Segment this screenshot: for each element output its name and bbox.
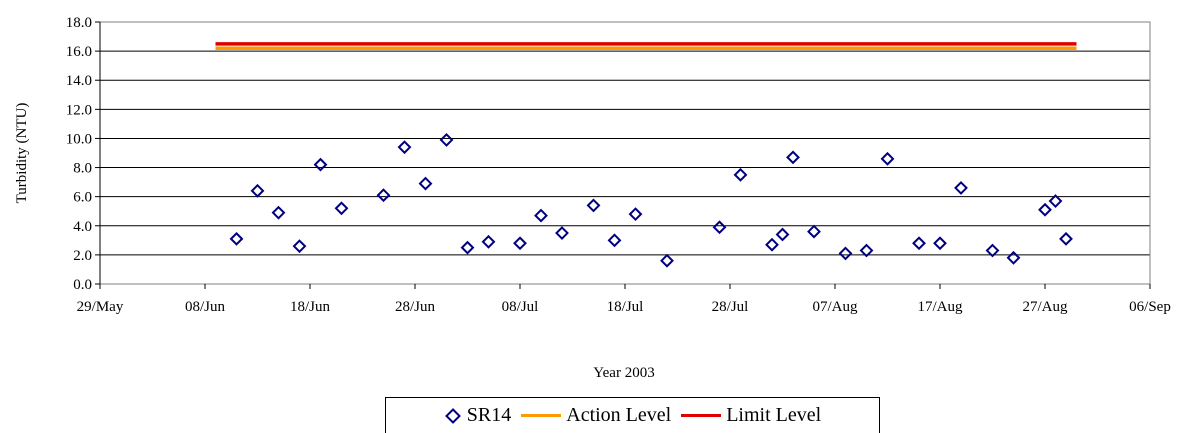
data-point-diamond [534, 208, 548, 223]
y-tick-label: 4.0 [73, 219, 92, 235]
data-point-diamond [292, 239, 307, 254]
x-tick-label: 18/Jun [290, 299, 331, 315]
data-point-diamond [954, 181, 968, 195]
turbidity-chart: 29/May 08/Jun 18/Jun 28/Jun 08/Jul 18/Jul 28/J… [14, 15, 1171, 381]
diamond-marker-icon [444, 407, 462, 425]
y-tick-label: 10.0 [66, 131, 92, 147]
data-point-diamond [250, 183, 265, 198]
legend-line-action [521, 414, 562, 417]
chart-legend: SR14 Action Level Limit Level [385, 397, 880, 433]
data-point-diamond [775, 227, 790, 242]
legend-line-limit [681, 414, 722, 417]
x-tick-label: 28/Jun [395, 299, 436, 315]
data-point-diamond [859, 243, 874, 258]
data-point-diamond [397, 140, 412, 155]
y-tick-label: 8.0 [73, 161, 92, 177]
data-point-diamond [513, 236, 527, 251]
data-point-diamond [838, 246, 853, 261]
data-point-diamond [1059, 231, 1073, 246]
data-point-diamond [607, 233, 622, 248]
y-tick-label: 2.0 [73, 248, 92, 264]
x-tick-label: 17/Aug [918, 299, 964, 315]
data-point-diamond [460, 240, 475, 255]
y-tick-label: 16.0 [66, 44, 92, 60]
legend-label-limit-level: Limit Level [726, 404, 822, 426]
x-tick-label: 27/Aug [1023, 299, 1069, 315]
chart-marks [215, 42, 1077, 268]
data-point-diamond [786, 150, 800, 165]
x-tick-label: 08/Jun [185, 299, 226, 315]
legend-label-sr14: SR14 [466, 404, 512, 426]
legend-label-action-level: Action Level [566, 404, 672, 426]
x-axis-title: Year 2003 [593, 365, 654, 381]
x-tick-label: 28/Jul [712, 299, 749, 315]
legend-item-limit-level: Limit Level [681, 404, 821, 427]
data-point-diamond [933, 236, 947, 251]
x-tick-label: 07/Aug [813, 299, 859, 315]
x-tick-label: 29/May [77, 299, 124, 315]
data-point-diamond [229, 231, 244, 246]
y-tick-label: 0.0 [73, 277, 92, 293]
data-point-diamond [660, 253, 674, 268]
data-point-diamond [418, 176, 433, 191]
data-point-diamond [334, 201, 349, 216]
x-tick-label: 08/Jul [502, 299, 539, 315]
data-point-diamond [628, 207, 643, 222]
legend-item-action-level: Action Level [521, 404, 671, 427]
x-tick-label: 18/Jul [607, 299, 644, 315]
x-tick-label: 06/Sep [1129, 299, 1171, 315]
data-point-diamond [313, 157, 328, 172]
data-point-diamond [912, 236, 926, 251]
data-point-diamond [586, 198, 601, 213]
data-point-diamond [712, 220, 727, 235]
y-tick-label: 14.0 [66, 73, 92, 89]
y-tick-label: 18.0 [66, 15, 92, 31]
data-point-diamond [481, 234, 496, 249]
data-point-diamond [733, 167, 748, 182]
legend-item-sr14: SR14 [444, 404, 511, 427]
data-point-diamond [1006, 250, 1021, 265]
y-tick-label: 6.0 [73, 190, 92, 206]
data-point-diamond [880, 151, 895, 166]
data-point-diamond [439, 132, 454, 147]
y-axis-title: Turbidity (NTU) [14, 103, 30, 204]
data-point-diamond [807, 224, 821, 239]
y-axis: 0.0 2.0 4.0 6.0 8.0 10.0 12.0 14.0 16.0 18.0 [66, 15, 101, 293]
data-point-diamond [1048, 194, 1063, 208]
data-point-diamond [271, 205, 286, 220]
x-axis: 29/May 08/Jun 18/Jun 28/Jun 08/Jul 18/Jul 28/J… [77, 284, 1171, 315]
y-tick-label: 12.0 [66, 102, 92, 118]
data-point-diamond [1038, 202, 1052, 217]
data-point-diamond [765, 237, 779, 252]
data-point-diamond [376, 188, 391, 203]
data-point-diamond [555, 226, 569, 240]
data-point-diamond [985, 243, 1000, 258]
